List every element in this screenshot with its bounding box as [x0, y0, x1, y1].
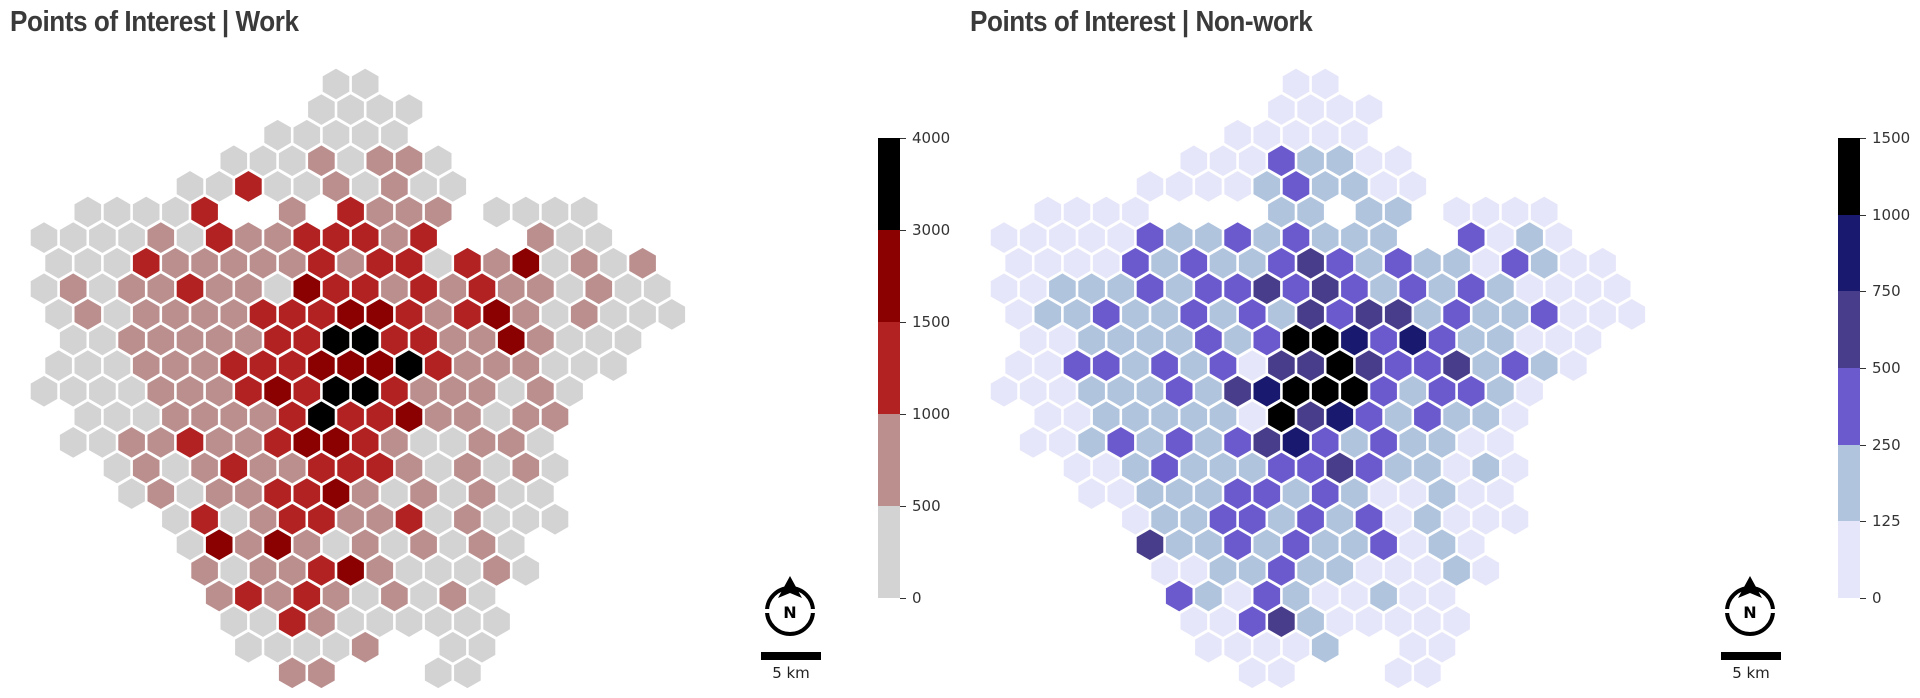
colorbar-tick-label: 0: [1872, 589, 1882, 607]
hex-cell: [1309, 629, 1341, 665]
colorbar-segment: [1838, 291, 1860, 368]
hex-cell: [1163, 168, 1195, 205]
hex-cell: [510, 552, 542, 589]
hex-cell: [393, 603, 425, 640]
colorbar-tick: [900, 598, 906, 599]
hex-cell: [1499, 501, 1531, 537]
colorbar-tick: [1860, 521, 1866, 523]
colorbar-tick: [900, 414, 906, 415]
colorbar-segment: [1838, 138, 1860, 215]
colorbar-tick-label: 500: [912, 497, 941, 515]
colorbar-tick-label: 1500: [1872, 129, 1911, 147]
scale-bar: [761, 652, 821, 660]
compass-letter: N: [1743, 603, 1756, 622]
hex-cell: [988, 373, 1020, 409]
hex-cell: [116, 475, 147, 512]
colorbar-tick-label: 1000: [912, 405, 951, 423]
hex-cell: [1353, 603, 1385, 640]
colorbar-tick-label: 4000: [912, 129, 951, 147]
hex-cell: [481, 194, 512, 230]
hex-cell: [276, 655, 308, 691]
hex-cell: [1017, 424, 1049, 461]
hex-cell: [452, 655, 483, 691]
colorbar-segment: [1838, 368, 1860, 445]
panel-work: Points of Interest | Work 0 500 1000 1500 30…: [10, 6, 951, 691]
hex-cell: [656, 296, 688, 333]
colorbar-tick-label: 1000: [1872, 205, 1911, 224]
colorbar-segment: [1838, 444, 1860, 522]
hex-map-nonwork: [988, 66, 1648, 691]
hex-cell: [57, 424, 89, 461]
colorbar-tick: [900, 506, 906, 507]
colorbar-tick-label: 1500: [912, 313, 951, 331]
hex-cell: [349, 629, 381, 665]
colorbar-segment: [878, 414, 900, 506]
hex-cell: [539, 501, 571, 537]
colorbar-tick: [900, 230, 906, 231]
hex-cell: [1558, 347, 1589, 384]
colorbar-tick: [1860, 368, 1866, 369]
hex-map-work: [28, 66, 688, 691]
colorbar-segment: [878, 138, 900, 230]
panel-title: Points of Interest | Work: [10, 6, 299, 38]
scale-bar: [1721, 652, 1781, 660]
hex-cell: [1222, 168, 1253, 205]
colorbar-tick-label: 125: [1872, 512, 1901, 531]
scale-bar-label: 5 km: [772, 664, 810, 682]
colorbar-tick: [1860, 214, 1866, 216]
colorbar-tick: [1860, 598, 1866, 599]
panel-nonwork: Points of Interest | Non-work 0 125 250 500…: [960, 0, 1920, 698]
hex-cell: [1382, 655, 1414, 691]
colorbar-tick-label: 250: [1872, 435, 1901, 454]
hex-cell: [1616, 296, 1648, 333]
hex-cell: [1412, 655, 1443, 691]
hex-cell: [1266, 655, 1297, 691]
panel-title: Points of Interest | Non-work: [970, 6, 1313, 38]
colorbar-segment: [878, 230, 900, 322]
hex-cell: [422, 655, 454, 691]
colorbar-tick-label: 0: [912, 589, 922, 607]
colorbar-tick: [900, 138, 906, 139]
colorbar-tick: [900, 322, 906, 323]
colorbar-tick-label: 3000: [912, 221, 951, 239]
hex-cell: [1193, 629, 1224, 665]
north-arrow-icon: N: [764, 576, 816, 636]
hex-cell: [233, 629, 264, 665]
north-arrow-icon: N: [1724, 576, 1776, 636]
colorbar-tick-label: 750: [1872, 282, 1901, 301]
compass-letter: N: [783, 603, 796, 622]
hex-cell: [598, 347, 629, 384]
colorbar-segment: [1838, 214, 1860, 292]
hex-cell: [1193, 168, 1224, 205]
colorbar-tick-label: 500: [1872, 359, 1901, 377]
colorbar-segment: [878, 322, 900, 414]
colorbar-segment: [1838, 521, 1860, 598]
colorbar-tick: [1860, 444, 1866, 446]
colorbar-nonwork: 0 125 250 500 750 1000 1500: [1838, 129, 1911, 607]
hex-cell: [1470, 552, 1502, 589]
hex-cell: [306, 655, 337, 691]
hex-cell: [1236, 655, 1268, 691]
colorbar-tick: [1860, 291, 1866, 293]
hex-cell: [233, 168, 264, 205]
colorbar-segment: [878, 506, 900, 598]
hex-cell: [28, 373, 60, 409]
scale-bar-label: 5 km: [1732, 664, 1770, 682]
colorbar-tick: [1860, 138, 1866, 139]
hex-cell: [1076, 475, 1107, 512]
colorbar-work: 0 500 1000 1500 3000 4000: [878, 129, 951, 607]
